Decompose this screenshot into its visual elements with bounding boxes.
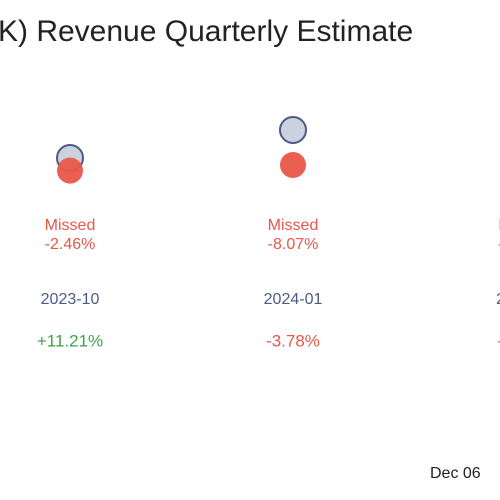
surprise-label: -2.46% <box>45 236 96 253</box>
footer-date: Dec 06 <box>430 465 481 482</box>
yoy-label: -3.78% <box>266 331 320 350</box>
estimate-dot <box>279 116 307 144</box>
yoy-label: -2 <box>497 331 500 350</box>
status-label: Missed <box>45 217 96 234</box>
status-label: M <box>498 217 500 234</box>
yoy-label: +11.21% <box>37 331 103 350</box>
x-tick-label: 2024-01 <box>264 291 323 308</box>
actual-dot <box>280 152 306 178</box>
actual-dot <box>57 157 83 184</box>
x-tick-label: 2023-10 <box>41 291 100 308</box>
surprise-label: -1 <box>498 236 500 253</box>
x-tick-label: 20 <box>496 291 500 308</box>
chart-title: K) Revenue Quarterly Estimate <box>0 15 413 48</box>
surprise-label: -8.07% <box>268 236 319 253</box>
status-label: Missed <box>268 217 319 234</box>
